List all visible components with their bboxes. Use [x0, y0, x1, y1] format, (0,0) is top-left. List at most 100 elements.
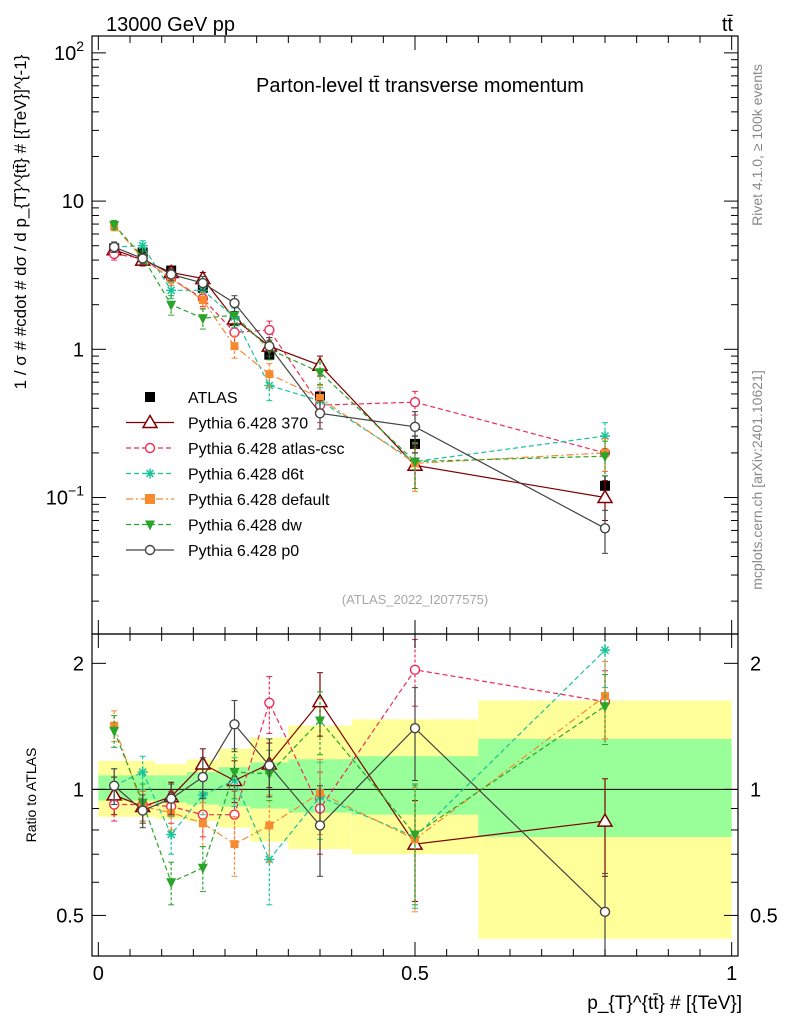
series-line: [113, 225, 606, 464]
data-marker-stroke: [145, 469, 155, 478]
data-marker: [137, 253, 148, 264]
data-marker: [410, 830, 420, 841]
data-marker: [599, 523, 611, 534]
data-marker: [137, 805, 148, 816]
data-marker: [197, 277, 209, 289]
legend: ATLAS Pythia 6.428 370 Pythia 6.428 atlas-…: [126, 390, 345, 560]
data-marker: [144, 442, 156, 454]
y-tick-exponent: −1: [68, 483, 84, 499]
data-marker: [109, 220, 120, 231]
data-marker: [315, 716, 325, 727]
y-tick-label: 102: [54, 38, 84, 65]
main-y-axis-label: 1 / σ # #cdot # dσ / d p_{T}^{tt̄} # [{T…: [11, 54, 30, 389]
legend-label: Pythia 6.428 dw: [188, 518, 302, 535]
data-marker: [314, 820, 326, 831]
legend-label: Pythia 6.428 370: [188, 416, 308, 433]
data-marker: [108, 241, 120, 253]
data-marker: [316, 393, 324, 402]
data-marker: [137, 240, 148, 251]
legend-entry: ATLAS: [145, 390, 238, 407]
data-marker: [264, 697, 275, 708]
data-marker: [109, 726, 120, 737]
x-tick-label: 0.5: [401, 963, 429, 985]
y-tick-label: 10: [62, 191, 84, 213]
y-tick-label: 1: [73, 339, 84, 361]
data-marker: [145, 520, 155, 531]
data-marker: [144, 544, 156, 556]
data-marker: [145, 468, 155, 479]
y-tick-label: 10−1: [46, 483, 84, 510]
data-marker: [197, 863, 208, 874]
data-marker: [311, 693, 329, 708]
data-marker-stroke: [138, 768, 147, 777]
x-axis-label: p_{T}^{tt̄} # [{TeV}]: [587, 993, 742, 1014]
data-marker: [264, 324, 275, 336]
data-marker: [596, 812, 614, 827]
legend-label: ATLAS: [188, 390, 238, 407]
series-pythia-6-428-p0: [108, 241, 611, 554]
data-marker: [166, 300, 177, 311]
data-marker: [229, 297, 240, 309]
ratio-plot-panel: 0.5 0.5 1 1 2 2 0 0.5 1: [56, 633, 778, 985]
ratio-y-tick-label: 2: [73, 653, 84, 675]
legend-entry: Pythia 6.428 dw: [126, 518, 302, 535]
legend-entry: Pythia 6.428 default: [126, 492, 330, 509]
ratio-series-pythia-6-428-dw: [109, 674, 610, 906]
series-pythia-6-428-atlas-csc: [108, 247, 611, 472]
data-marker: [409, 664, 421, 676]
plot-title: Parton-level tt̄ transverse momentum: [256, 75, 584, 97]
data-marker: [409, 722, 421, 734]
ratio-y-axis-label: Ratio to ATLAS: [23, 748, 39, 843]
data-marker: [166, 829, 177, 840]
x-tick-label: 1: [726, 963, 737, 985]
data-marker: [229, 719, 240, 730]
data-marker: [110, 721, 119, 730]
legend-label: Pythia 6.428 atlas-csc: [188, 441, 345, 458]
data-marker: [596, 489, 614, 504]
data-marker-stroke: [167, 830, 176, 839]
data-marker: [314, 408, 326, 419]
data-marker: [108, 780, 120, 791]
data-marker: [137, 767, 148, 778]
series-pythia-6-428-370: [105, 241, 614, 521]
ratio-y-tick-label: 1: [73, 779, 84, 801]
analysis-id: (ATLAS_2022_I2077575): [342, 592, 488, 607]
data-marker: [599, 906, 611, 918]
process-label: tt̄: [722, 14, 734, 36]
data-marker: [197, 314, 208, 325]
legend-entry: Pythia 6.428 p0: [126, 543, 299, 560]
rivet-version-label: Rivet 4.1.0, ≥ 100k events: [749, 64, 765, 226]
legend-label: Pythia 6.428 p0: [188, 543, 299, 560]
series-pythia-6-428-dw: [109, 219, 610, 490]
data-marker: [198, 819, 207, 828]
data-marker-stroke: [167, 286, 176, 295]
data-marker: [264, 760, 275, 771]
data-marker: [141, 414, 159, 429]
legend-label: Pythia 6.428 d6t: [188, 467, 304, 484]
ratio-series-pythia-6-428-p0: [108, 687, 611, 957]
data-marker: [229, 311, 240, 322]
data-marker-stroke: [138, 241, 147, 250]
data-marker: [265, 370, 274, 379]
beam-label: 13000 GeV pp: [106, 14, 235, 36]
data-marker: [229, 768, 240, 779]
main-plot-panel: 10−1 1 10 102: [46, 35, 739, 635]
data-marker: [409, 396, 421, 408]
data-marker-stroke: [600, 646, 610, 655]
series-atlas: [109, 243, 610, 499]
y-tick-exponent: 2: [76, 38, 84, 54]
data-marker: [264, 340, 275, 352]
data-marker: [197, 771, 209, 783]
ratio-y-tick-label-right: 0.5: [750, 905, 778, 927]
data-marker: [165, 269, 177, 280]
x-tick-label: 0: [93, 963, 104, 985]
legend-label: Pythia 6.428 default: [188, 492, 330, 509]
legend-entry: Pythia 6.428 370: [126, 414, 308, 433]
ratio-y-tick-label-right: 1: [750, 779, 761, 801]
series-pythia-6-428-default: [110, 220, 609, 492]
data-marker: [600, 645, 610, 656]
series-line: [113, 249, 606, 499]
legend-entry: Pythia 6.428 d6t: [126, 467, 304, 484]
data-marker: [265, 821, 274, 830]
data-marker: [230, 342, 239, 351]
